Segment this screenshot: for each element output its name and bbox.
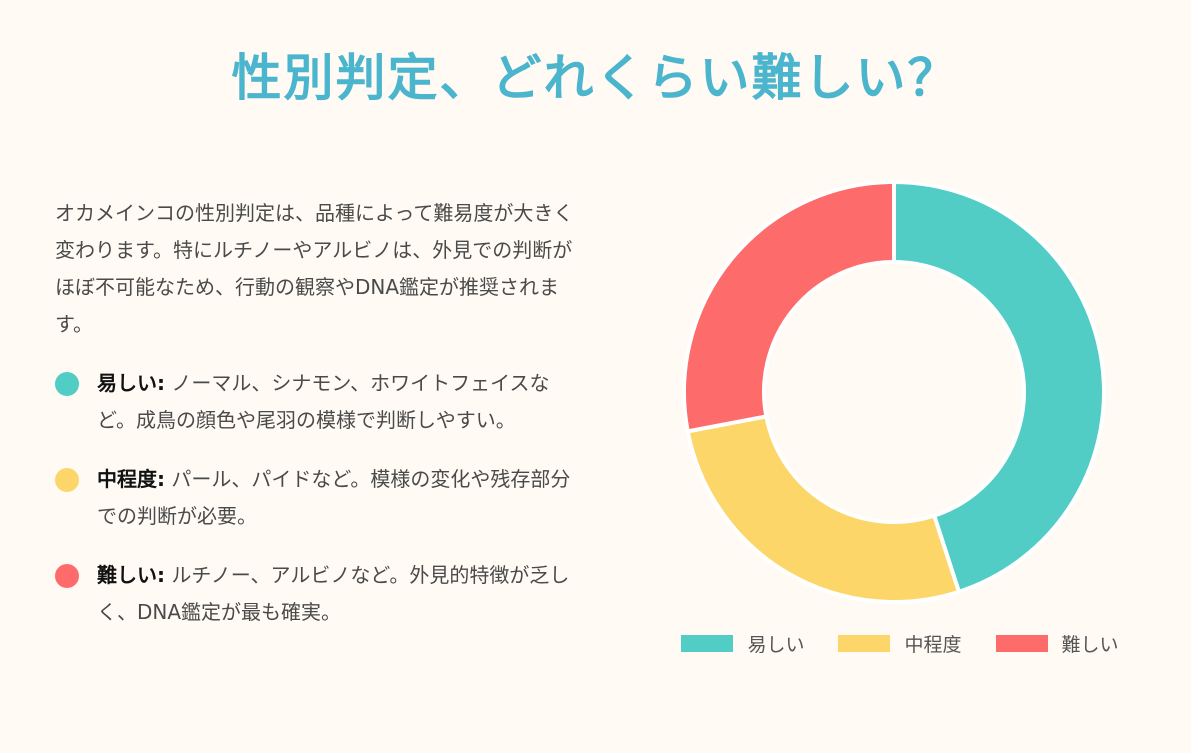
chart-legend: 易しい 中程度 難しい — [640, 630, 1160, 657]
chart-legend-label: 難しい — [1061, 634, 1119, 656]
chart-legend-label: 中程度 — [904, 634, 962, 656]
description-panel: オカメインコの性別判定は、品種によって難易度が大きく変わります。特にルチノーやア… — [55, 195, 585, 653]
slice-hard[interactable] — [682, 179, 896, 434]
chart-legend-item-medium[interactable]: 中程度 — [838, 630, 962, 657]
legend-swatch — [838, 635, 891, 652]
difficulty-text: パール、パイドなど。模様の変化や残存部分での判断が必要。 — [97, 467, 571, 528]
difficulty-item-easy: 易しい: ノーマル、シナモン、ホワイトフェイスなど。成鳥の顔色や尾羽の模様で判断… — [55, 365, 585, 439]
slice-medium[interactable] — [685, 414, 962, 604]
hard-dot-icon — [55, 564, 79, 588]
chart-legend-item-easy[interactable]: 易しい — [681, 630, 804, 657]
chart-legend-item-hard[interactable]: 難しい — [995, 630, 1119, 657]
difficulty-label: 難しい: — [97, 563, 165, 587]
chart-legend-label: 易しい — [747, 634, 805, 656]
difficulty-text: ノーマル、シナモン、ホワイトフェイスなど。成鳥の顔色や尾羽の模様で判断しやすい。 — [97, 371, 550, 432]
difficulty-label: 易しい: — [97, 371, 165, 395]
difficulty-text: ルチノー、アルビノなど。外見的特徴が乏しく、DNA鑑定が最も確実。 — [97, 563, 570, 624]
intro-text: オカメインコの性別判定は、品種によって難易度が大きく変わります。特にルチノーやア… — [55, 201, 574, 336]
legend-swatch — [681, 635, 734, 652]
easy-dot-icon — [55, 372, 79, 396]
difficulty-item-hard: 難しい: ルチノー、アルビノなど。外見的特徴が乏しく、DNA鑑定が最も確実。 — [55, 557, 585, 631]
doughnut-chart — [640, 160, 1160, 680]
slice-easy[interactable] — [892, 179, 1106, 595]
legend-swatch — [995, 635, 1048, 652]
difficulty-label: 中程度: — [97, 467, 165, 491]
doughnut-chart-svg — [682, 179, 1106, 604]
difficulty-item-medium: 中程度: パール、パイドなど。模様の変化や残存部分での判断が必要。 — [55, 461, 585, 535]
medium-dot-icon — [55, 468, 79, 492]
difficulty-list: 易しい: ノーマル、シナモン、ホワイトフェイスなど。成鳥の顔色や尾羽の模様で判断… — [55, 365, 585, 631]
page-title: 性別判定、どれくらい難しい？ — [231, 49, 960, 107]
